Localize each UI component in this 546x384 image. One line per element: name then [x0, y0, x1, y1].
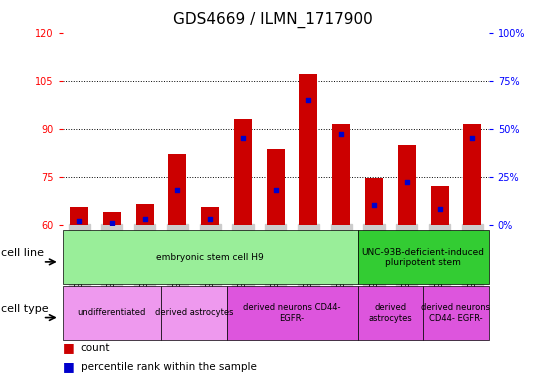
Text: ■: ■	[63, 360, 75, 373]
Text: ■: ■	[63, 341, 75, 354]
Bar	[103, 212, 121, 225]
Point	[468, 135, 477, 141]
Bar	[168, 154, 187, 225]
Text: undifferentiated: undifferentiated	[78, 308, 146, 318]
Text: embryonic stem cell H9: embryonic stem cell H9	[156, 253, 264, 262]
Bar	[463, 124, 482, 225]
Bar	[234, 119, 252, 225]
Bar	[397, 145, 416, 225]
Point	[206, 216, 215, 222]
Bar	[136, 204, 154, 225]
Bar	[299, 74, 317, 225]
Bar	[266, 149, 285, 225]
Bar	[365, 178, 383, 225]
Point	[370, 202, 378, 209]
Bar	[201, 207, 219, 225]
Point	[75, 218, 84, 224]
Text: cell type: cell type	[1, 304, 49, 314]
Bar	[430, 186, 449, 225]
Text: count: count	[81, 343, 110, 353]
Bar	[70, 207, 88, 225]
Text: derived
astrocytes: derived astrocytes	[369, 303, 412, 323]
Point	[337, 131, 346, 137]
Point	[108, 220, 116, 226]
Text: GDS4669 / ILMN_1717900: GDS4669 / ILMN_1717900	[173, 12, 373, 28]
Point	[402, 179, 411, 185]
Text: cell line: cell line	[1, 248, 44, 258]
Text: percentile rank within the sample: percentile rank within the sample	[81, 362, 257, 372]
Point	[304, 97, 313, 103]
Text: derived neurons CD44-
EGFR-: derived neurons CD44- EGFR-	[244, 303, 341, 323]
Text: derived neurons
CD44- EGFR-: derived neurons CD44- EGFR-	[422, 303, 490, 323]
Point	[239, 135, 247, 141]
Point	[435, 206, 444, 212]
Text: UNC-93B-deficient-induced
pluripotent stem: UNC-93B-deficient-induced pluripotent st…	[361, 248, 485, 267]
Point	[271, 187, 280, 193]
Point	[140, 216, 149, 222]
Bar	[332, 124, 351, 225]
Text: derived astrocytes: derived astrocytes	[155, 308, 233, 318]
Point	[173, 187, 182, 193]
